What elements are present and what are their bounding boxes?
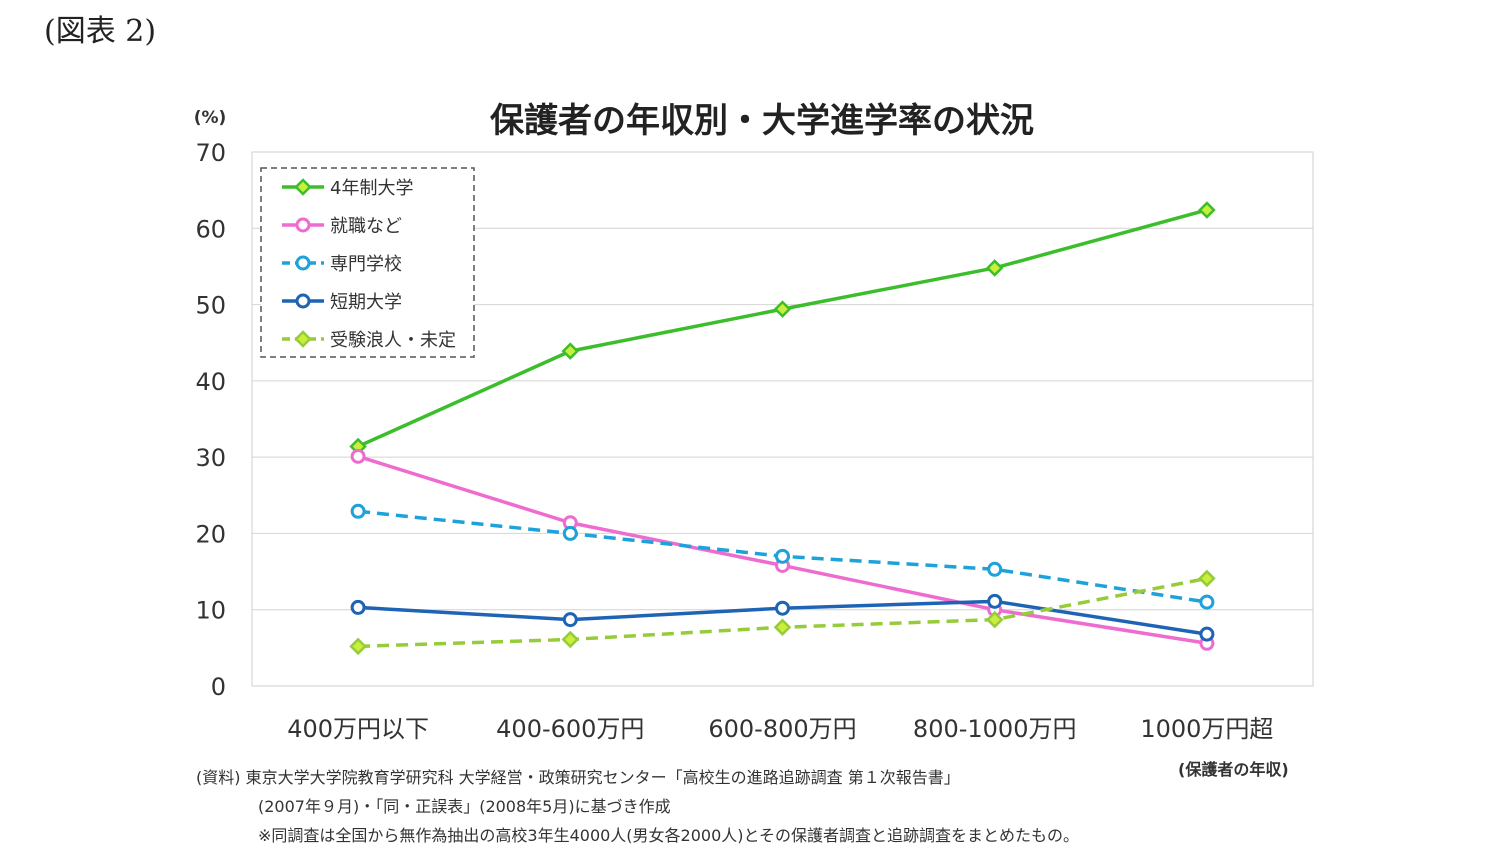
data-point [1199, 594, 1215, 610]
y-tick-label: 30 [195, 444, 226, 472]
series-2 [350, 448, 1215, 651]
legend-item: 受験浪人・未定 [282, 330, 456, 351]
legend-marker [295, 255, 311, 271]
x-axis-unit: (保護者の年収) [1178, 760, 1289, 779]
data-point [561, 630, 580, 649]
legend-label: 4年制大学 [330, 178, 413, 199]
data-point [350, 599, 366, 615]
legend-item: 4年制大学 [282, 178, 413, 199]
data-point [985, 259, 1004, 277]
figure-label: (図表 2) [44, 14, 157, 49]
source-line-1: (資料) 東京大学大学院教育学研究科 大学経営・政策研究センター「高校生の進路追… [196, 768, 960, 787]
series-group [349, 201, 1216, 656]
legend-item: 短期大学 [282, 292, 402, 313]
series-4 [350, 593, 1215, 642]
data-point [1198, 569, 1216, 588]
data-point [350, 503, 366, 519]
y-axis-unit: (%) [194, 108, 227, 128]
legend-item: 専門学校 [282, 254, 402, 275]
legend-marker [294, 178, 312, 196]
data-point [775, 600, 790, 616]
data-point [1198, 201, 1216, 219]
data-point [775, 548, 790, 564]
y-tick-label: 20 [195, 520, 226, 548]
data-point [985, 610, 1004, 629]
data-point [349, 637, 367, 656]
x-tick-label: 1000万円超 [1140, 715, 1273, 743]
source-line-3: ※同調査は全国から無作為抽出の高校3年生4000人(男女各2000人)とその保護… [258, 826, 1080, 845]
x-tick-labels: 400万円以下 400-600万円 600-800万円 800-1000万円 1000万… [287, 715, 1273, 743]
data-point [773, 300, 792, 318]
y-tick-label: 60 [195, 215, 226, 243]
data-point [562, 612, 578, 628]
y-tick-label: 40 [195, 368, 226, 396]
series-5 [349, 569, 1216, 656]
legend-marker [295, 293, 311, 309]
legend-label: 受験浪人・未定 [330, 330, 456, 351]
data-point [561, 342, 580, 360]
legend-marker [294, 330, 312, 348]
data-point [773, 618, 792, 637]
y-tick-label: 50 [195, 292, 226, 320]
legend-label: 専門学校 [330, 254, 402, 275]
data-point [1199, 626, 1215, 642]
y-tick-label: 70 [195, 139, 226, 167]
data-point [987, 593, 1003, 609]
chart-title: 保護者の年収別・大学進学率の状況 [490, 101, 1034, 141]
legend-label: 短期大学 [330, 292, 402, 313]
data-point [350, 448, 366, 464]
x-tick-label: 800-1000万円 [913, 715, 1077, 743]
y-tick-label: 10 [195, 597, 226, 625]
series-3 [350, 503, 1215, 610]
data-point [562, 525, 578, 541]
x-tick-label: 400-600万円 [496, 715, 644, 743]
x-tick-label: 400万円以下 [287, 715, 429, 743]
x-tick-label: 600-800万円 [708, 715, 856, 743]
y-tick-labels: 0 10 20 30 40 50 60 70 [195, 139, 226, 701]
legend-marker [295, 217, 311, 233]
legend-label: 就職など [330, 216, 402, 237]
source-line-2: (2007年９月)・「同・正誤表」(2008年5月)に基づき作成 [258, 797, 671, 816]
data-point [987, 561, 1003, 577]
y-tick-label: 0 [211, 673, 226, 701]
legend-item: 就職など [282, 216, 402, 237]
